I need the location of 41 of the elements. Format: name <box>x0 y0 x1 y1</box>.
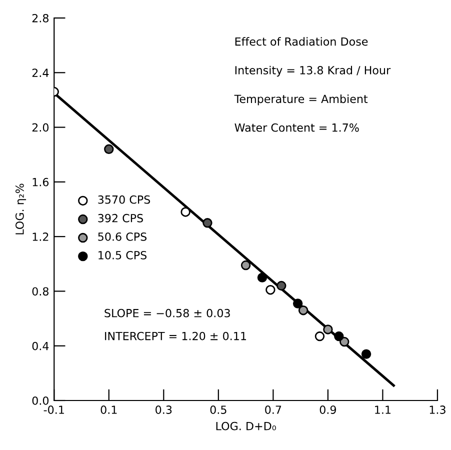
x-tick-label: 0.9 <box>320 406 336 414</box>
point <box>104 144 114 154</box>
point <box>266 284 276 295</box>
point <box>298 305 308 316</box>
legend-label: 392 CPS <box>98 214 143 222</box>
y-tick-label: 2.0 <box>32 123 49 132</box>
point <box>257 272 268 282</box>
y-tick-label: 0.4 <box>32 342 49 350</box>
point <box>292 298 303 308</box>
y-tick-label: 1.6 <box>32 178 49 186</box>
point <box>180 207 190 217</box>
point <box>361 349 372 359</box>
x-tick-label: 0.1 <box>100 406 117 414</box>
y-axis-title: LOG. η₂% <box>15 184 26 234</box>
annotation: Intensity = 13.8 Krad / Hour <box>235 66 391 77</box>
point <box>334 331 344 342</box>
annotation: INTERCEPT = 1.20 ± 0.11 <box>105 332 246 340</box>
annotation: Temperature = Ambient <box>234 94 368 106</box>
y-tick-label: 2.8 <box>32 14 48 22</box>
legend-label: 50.6 CPS <box>98 232 147 241</box>
y-tick-label: 1.2 <box>32 232 48 241</box>
x-tick-label: 0.3 <box>156 406 172 414</box>
point <box>314 331 325 342</box>
x-tick-label: 1.3 <box>430 406 446 414</box>
x-tick-label: 0.5 <box>210 406 226 414</box>
point <box>202 218 212 228</box>
x-axis-title: LOG. D+D₀ <box>216 422 276 430</box>
x-tick-label: 1.1 <box>375 406 391 414</box>
y-tick-label: 0.0 <box>32 396 49 405</box>
x-tick-label: -0.1 <box>44 406 64 414</box>
legend-label: 3570 CPS <box>98 195 150 204</box>
annotation: SLOPE = −0.58 ± 0.03 <box>104 308 230 318</box>
y-tick-label: 2.4 <box>32 68 49 77</box>
point <box>276 280 286 291</box>
annotation: Water Content = 1.7% <box>234 123 359 132</box>
annotation: Effect of Radiation Dose <box>235 37 368 46</box>
point <box>323 324 333 334</box>
legend-label: 10.5 CPS <box>98 250 147 260</box>
y-tick-label: 0.8 <box>32 287 48 296</box>
point <box>240 260 251 270</box>
x-tick-label: 0.7 <box>265 406 282 414</box>
